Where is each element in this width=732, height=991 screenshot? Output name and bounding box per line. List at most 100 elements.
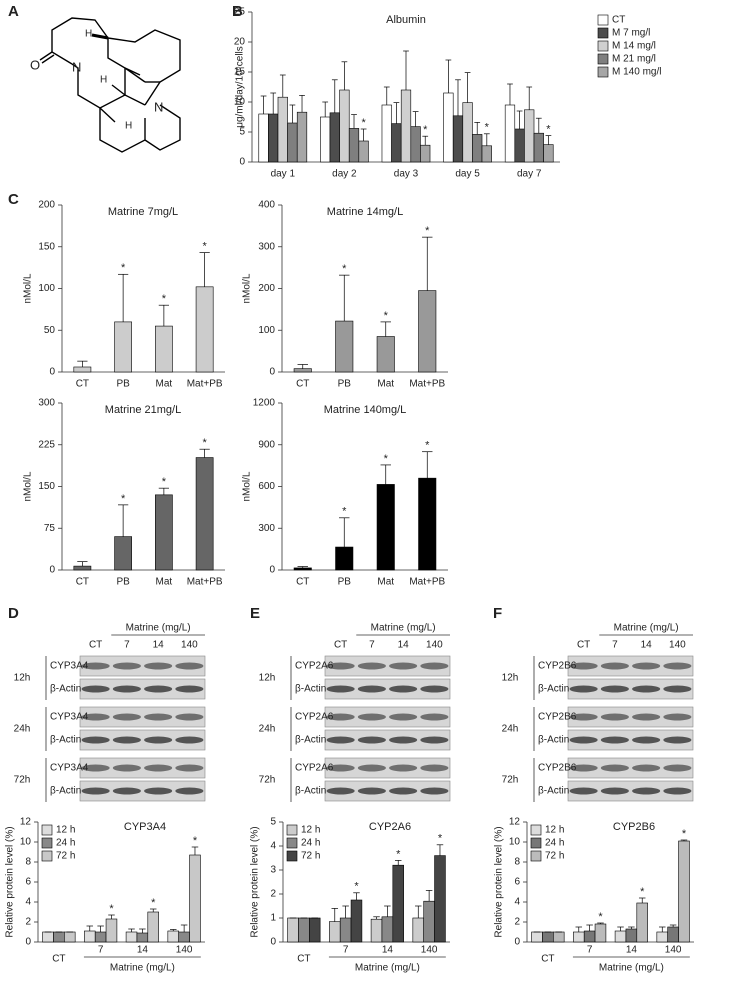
blot-band [600, 787, 629, 795]
blot-strip [567, 729, 694, 751]
x-tick-label: Mat+PB [409, 577, 445, 588]
blot-strip [324, 706, 451, 728]
significance: * [598, 911, 603, 923]
blot-band [389, 764, 418, 772]
protein-label: β-Actin [538, 735, 569, 746]
bar [434, 855, 446, 943]
y-tick-label: 25 [234, 7, 246, 18]
blot-band [112, 713, 141, 721]
time-label: 72h [502, 775, 519, 786]
bar [381, 104, 392, 163]
blot-band [81, 764, 110, 772]
bar [543, 144, 554, 163]
panel-label: E [250, 605, 260, 622]
x-tick-label: Mat+PB [187, 379, 223, 390]
bar [178, 931, 190, 943]
blot-band [357, 713, 386, 721]
bar [293, 567, 312, 571]
blot-band [389, 787, 418, 795]
blot-strip [324, 757, 451, 779]
legend-label: M 21 mg/l [612, 54, 656, 65]
chart-title: Albumin [386, 14, 426, 26]
bar [376, 336, 395, 373]
blot-strip [79, 678, 206, 700]
bar [114, 536, 132, 571]
legend-label: M 140 mg/l [612, 67, 661, 78]
significance: * [396, 848, 401, 860]
y-tick-label: 1200 [253, 398, 276, 409]
y-tick-label: 75 [44, 523, 56, 534]
protein-label: β-Actin [295, 735, 326, 746]
bar [524, 109, 535, 163]
time-label: 24h [259, 724, 276, 735]
bar [418, 290, 437, 373]
bar [358, 140, 369, 163]
bar [309, 917, 321, 943]
lane-label: 7 [369, 640, 375, 651]
blot-band [663, 662, 692, 670]
protein-label: β-Actin [50, 735, 81, 746]
blot-band [632, 787, 661, 795]
legend-swatch [41, 837, 53, 849]
blot-band [112, 787, 141, 795]
x-tick-label: Mat+PB [187, 577, 223, 588]
blot-band [600, 685, 629, 693]
bar [423, 900, 435, 943]
x-tick-label: 14 [137, 945, 149, 956]
bar [392, 864, 404, 943]
y-tick-label: 8 [25, 857, 31, 868]
blot-band [326, 736, 355, 744]
y-tick-label: 6 [514, 877, 520, 888]
lane-label: CT [89, 640, 102, 651]
y-tick-label: 300 [38, 398, 55, 409]
bar [329, 921, 341, 943]
protein-label: CYP2B6 [538, 763, 577, 774]
panel-label: C [8, 191, 19, 208]
y-tick-label: 20 [234, 37, 246, 48]
blot-band [569, 713, 598, 721]
significance: * [361, 117, 366, 129]
legend-swatch [530, 850, 542, 862]
bar [125, 931, 138, 943]
blot-band [175, 662, 204, 670]
blot-band [600, 736, 629, 744]
y-tick-label: 0 [49, 367, 55, 378]
significance: * [485, 122, 490, 134]
x-tick-label: 14 [626, 945, 638, 956]
panel-label: A [8, 3, 19, 20]
blot-strip [567, 780, 694, 802]
significance: * [121, 493, 126, 505]
significance: * [425, 440, 430, 452]
bar [348, 128, 360, 163]
lane-label: 14 [153, 640, 165, 651]
blot-band [600, 764, 629, 772]
x-tick-label: CT [76, 577, 89, 588]
chart-title: Matrine 140mg/L [324, 404, 407, 416]
bar [381, 916, 394, 943]
blot-strip [567, 757, 694, 779]
blot-band [175, 787, 204, 795]
panel-label: D [8, 605, 19, 622]
x-tick-label: 140 [421, 945, 438, 956]
blot-band [144, 713, 173, 721]
chart-title: CYP2A6 [369, 821, 411, 833]
legend-swatch [597, 40, 609, 52]
significance: * [121, 262, 126, 274]
y-tick-label: 200 [258, 283, 275, 294]
blot-band [357, 662, 386, 670]
bar [189, 854, 201, 943]
legend-swatch [597, 27, 609, 39]
bar [335, 546, 354, 571]
blot-strip [79, 780, 206, 802]
y-axis-label: nMol/L [242, 273, 253, 303]
x-tick-label: PB [116, 577, 130, 588]
protein-label: CYP2B6 [538, 712, 577, 723]
y-tick-label: 300 [258, 241, 275, 252]
atom-label: O [30, 57, 40, 72]
lane-label: 140 [669, 640, 686, 651]
blot-band [357, 764, 386, 772]
lane-label: 140 [181, 640, 198, 651]
blot-band [569, 685, 598, 693]
y-tick-label: 100 [38, 283, 55, 294]
significance: * [438, 833, 443, 845]
